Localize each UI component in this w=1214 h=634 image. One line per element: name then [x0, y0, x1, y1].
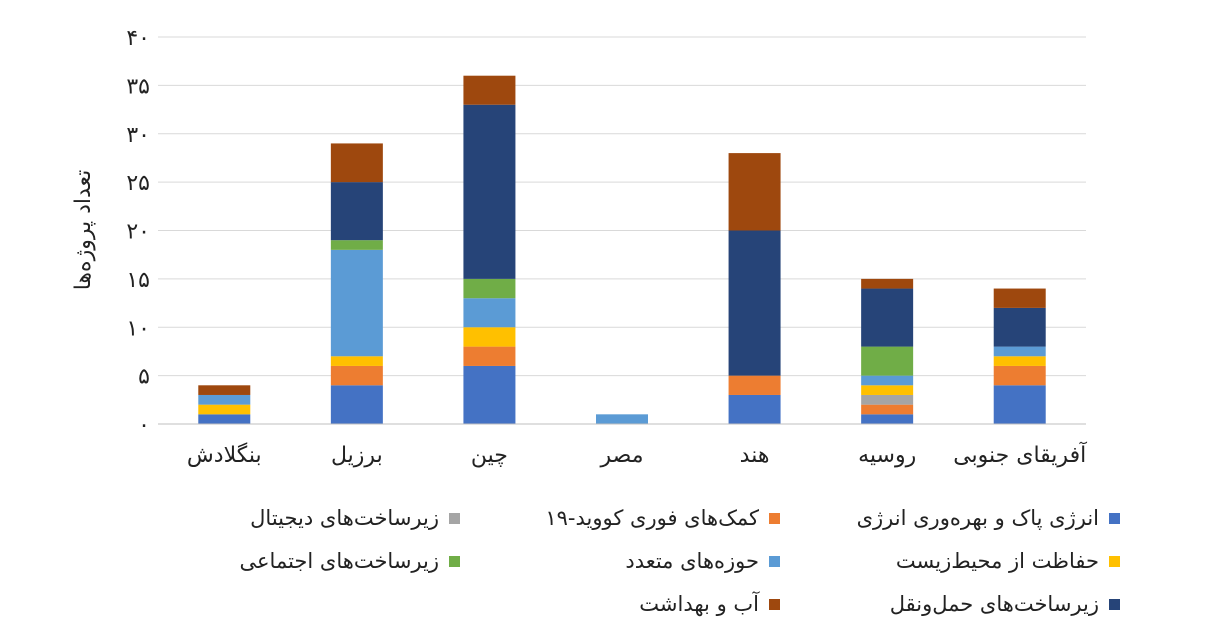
bar-segment — [330, 240, 383, 250]
bar-segment — [861, 414, 914, 424]
legend-swatch — [449, 512, 460, 524]
y-tick-label: ۵ — [138, 365, 150, 390]
legend-label: زیرساخت‌های اجتماعی — [239, 549, 439, 573]
y-tick-label: ۲۵ — [126, 171, 150, 196]
bar-segment — [861, 278, 914, 289]
legend-swatch — [1109, 512, 1120, 524]
legend-item: زیرساخت‌های حمل‌ونقل — [890, 592, 1120, 616]
legend-item: زیرساخت‌های اجتماعی — [240, 549, 460, 573]
bar-segment — [330, 143, 383, 183]
legend-item: زیرساخت‌های دیجیتال — [250, 506, 460, 530]
x-category-label: هند — [740, 443, 770, 468]
x-category-label: چین — [471, 443, 508, 468]
x-category-label: روسیه — [858, 443, 916, 468]
legend-item: حوزه‌های متعدد — [625, 549, 780, 573]
bar-segment — [728, 230, 781, 376]
bar-segment — [596, 414, 648, 424]
bar-segment — [861, 394, 914, 405]
legend-item: انرژی پاک و بهره‌وری انرژی — [857, 506, 1120, 530]
x-axis-categories: بنگلادش برزیل چین مصر هند روسیه آفریقای جنوبی — [187, 441, 1087, 468]
legend-swatch — [769, 598, 780, 610]
legend: انرژی پاک و بهره‌وری انرژی حفاظت از محیط‌… — [60, 498, 1120, 628]
bar-segment — [463, 298, 516, 328]
y-axis-label: تعداد پروژه‌ها — [71, 170, 96, 291]
bar-segment — [198, 385, 251, 395]
bar-segment — [861, 288, 914, 347]
bar-segment — [861, 375, 914, 386]
y-tick-label: ۴۰ — [126, 26, 150, 51]
legend-item: آب و بهداشت — [639, 592, 780, 616]
legend-item: حفاظت از محیط‌زیست — [896, 549, 1120, 573]
bar-segment — [728, 153, 781, 231]
bar-segment — [993, 385, 1046, 424]
legend-label: انرژی پاک و بهره‌وری انرژی — [856, 506, 1099, 530]
bar-segment — [463, 75, 516, 105]
legend-label: زیرساخت‌های دیجیتال — [250, 506, 439, 530]
bar-segment — [463, 104, 516, 279]
bar-segment — [330, 385, 383, 424]
bar-segment — [463, 346, 516, 366]
bar-segment — [993, 356, 1046, 366]
y-tick-label: ۳۵ — [126, 74, 150, 99]
x-category-label: بنگلادش — [187, 442, 262, 468]
bar-segment — [861, 385, 914, 395]
bar-segment — [993, 288, 1046, 308]
legend-swatch — [1109, 555, 1120, 567]
bar-segment — [330, 365, 383, 386]
y-axis-ticks: ۰ ۵ ۱۰ ۱۵ ۲۰ ۲۵ ۳۰ ۳۵ ۴۰ — [126, 26, 150, 438]
legend-label: حفاظت از محیط‌زیست — [895, 549, 1099, 573]
bar-segment — [861, 404, 914, 415]
grid-lines — [158, 36, 1086, 377]
bar-segment — [993, 307, 1046, 347]
legend-label: آب و بهداشت — [639, 592, 759, 616]
legend-label: حوزه‌های متعدد — [625, 549, 759, 573]
x-category-label: آفریقای جنوبی — [953, 441, 1087, 468]
legend-swatch — [1109, 598, 1120, 610]
x-category-label: مصر — [599, 443, 643, 468]
bar-segment — [728, 375, 781, 395]
bar-segment — [463, 327, 516, 347]
bar-segment — [463, 278, 516, 299]
y-tick-label: ۳۰ — [126, 123, 150, 148]
legend-item: کمک‌های فوری کووید-۱۹ — [545, 506, 780, 530]
y-tick-label: ۲۰ — [126, 220, 150, 245]
bars — [198, 75, 1046, 424]
bar-segment — [330, 182, 383, 241]
bar-segment — [861, 346, 914, 376]
bar-segment — [728, 394, 781, 424]
bar-segment — [993, 365, 1046, 386]
bar-segment — [330, 356, 383, 366]
y-tick-label: ۰ — [138, 413, 150, 438]
y-tick-label: ۱۵ — [126, 268, 150, 293]
bar-segment — [198, 414, 251, 424]
bar-segment — [993, 346, 1046, 357]
x-category-label: برزیل — [331, 443, 383, 468]
bar-segment — [330, 249, 383, 357]
bar-segment — [463, 365, 516, 424]
y-tick-label: ۱۰ — [126, 316, 150, 341]
legend-swatch — [769, 512, 780, 524]
bar-segment — [198, 404, 251, 415]
legend-swatch — [449, 555, 460, 567]
legend-swatch — [769, 555, 780, 567]
legend-label: کمک‌های فوری کووید-۱۹ — [545, 506, 759, 530]
bar-segment — [198, 394, 251, 405]
legend-label: زیرساخت‌های حمل‌ونقل — [889, 592, 1099, 616]
